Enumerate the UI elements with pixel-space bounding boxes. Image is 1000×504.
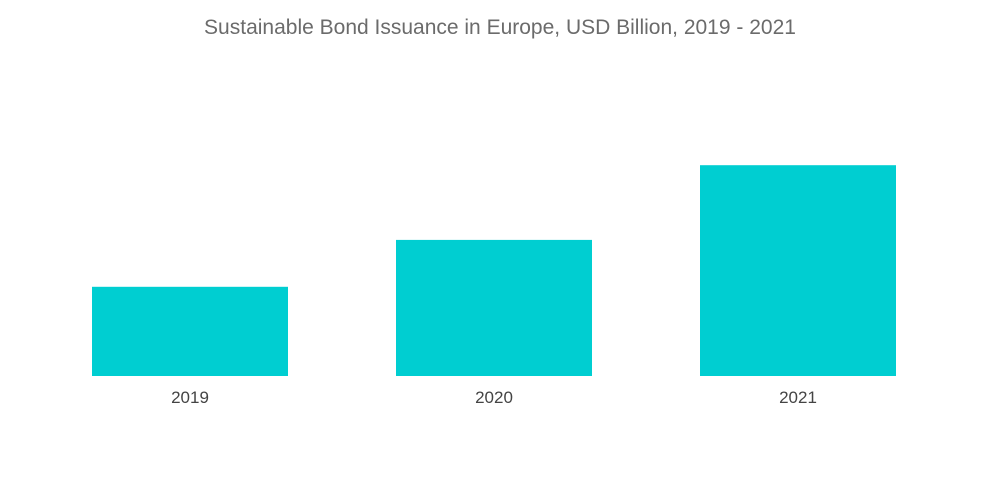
x-tick-label-2021: 2021: [779, 388, 817, 407]
bars-group: [92, 165, 896, 376]
x-tick-labels: 2019 2020 2021: [171, 388, 817, 407]
x-tick-label-2020: 2020: [475, 388, 513, 407]
chart-title: Sustainable Bond Issuance in Europe, USD…: [204, 16, 796, 39]
bar-2020: [396, 239, 592, 376]
bar-2019: [92, 286, 288, 376]
bar-2021: [700, 165, 896, 376]
x-tick-label-2019: 2019: [171, 388, 209, 407]
